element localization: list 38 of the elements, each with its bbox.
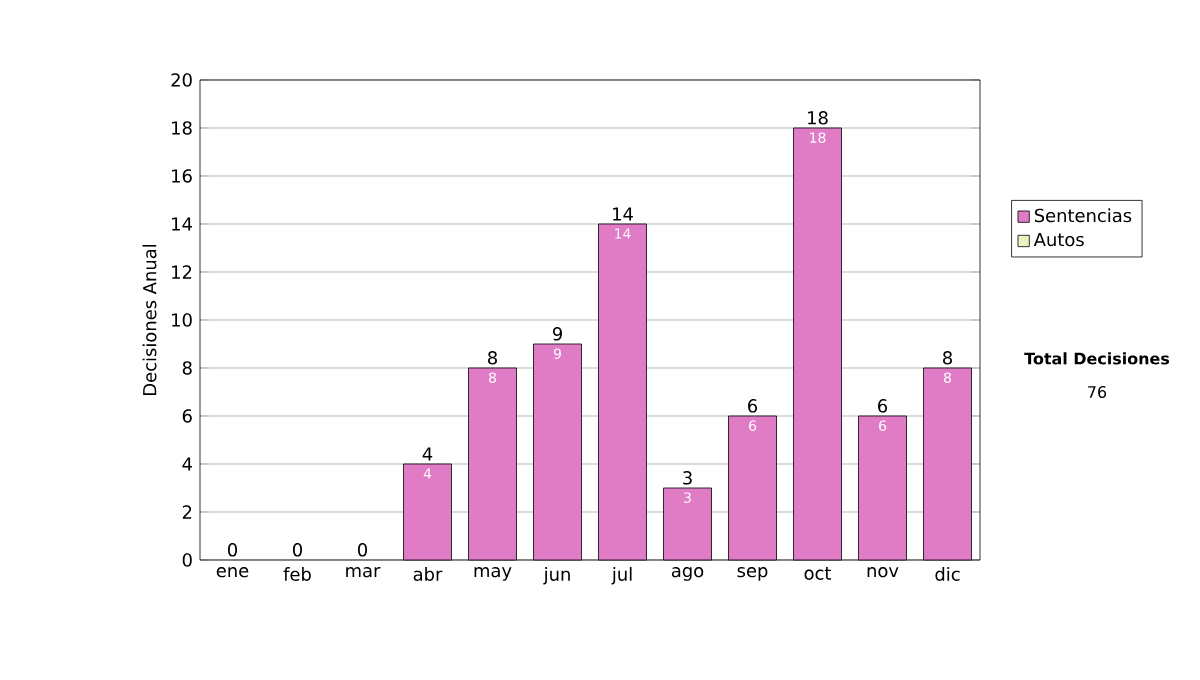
y-tick-label: 16: [172, 169, 192, 183]
total-label: 3: [683, 471, 692, 485]
total-label: 18: [808, 111, 828, 125]
x-tick-label: sep: [737, 567, 768, 581]
total-label: 0: [292, 543, 303, 557]
x-tick-label: oct: [804, 567, 832, 580]
y-tick-label: 18: [172, 121, 192, 135]
x-tick-label: dic: [935, 567, 960, 581]
x-tick-label: feb: [283, 567, 311, 581]
y-tick-label: 0: [182, 553, 192, 567]
y-tick-label: 4: [182, 457, 192, 471]
y-axis-title: Decisiones Anual: [142, 244, 157, 395]
y-tick-label: 14: [172, 217, 192, 231]
total-label: 4: [422, 447, 433, 461]
total-label: 0: [357, 543, 368, 557]
total-label: 9: [552, 327, 562, 341]
total-label: 6: [878, 399, 888, 413]
total-label: 0: [227, 543, 238, 557]
y-tick-label: 2: [182, 505, 192, 519]
y-tick-label: 20: [171, 73, 192, 87]
total-label: 6: [748, 399, 758, 413]
x-tick-label: ene: [216, 567, 249, 578]
x-tick-label: abr: [413, 567, 443, 581]
legend-label: Autos: [1033, 232, 1084, 247]
x-tick-label: jul: [611, 567, 632, 585]
x-tick-label: nov: [867, 567, 899, 578]
total-label: 14: [613, 207, 633, 221]
y-tick-label: 6: [182, 409, 192, 423]
total-label: 8: [943, 351, 952, 365]
total-label: 8: [488, 351, 497, 365]
x-tick-label: mar: [346, 567, 381, 578]
y-tick-label: 12: [172, 265, 192, 279]
x-tick-label: may: [474, 567, 512, 581]
y-tick-label: 10: [172, 313, 192, 327]
y-tick-label: 8: [182, 361, 192, 375]
x-tick-label: jun: [543, 567, 570, 585]
legend-label: Sentencias: [1034, 208, 1132, 223]
x-tick-label: ago: [671, 567, 704, 581]
